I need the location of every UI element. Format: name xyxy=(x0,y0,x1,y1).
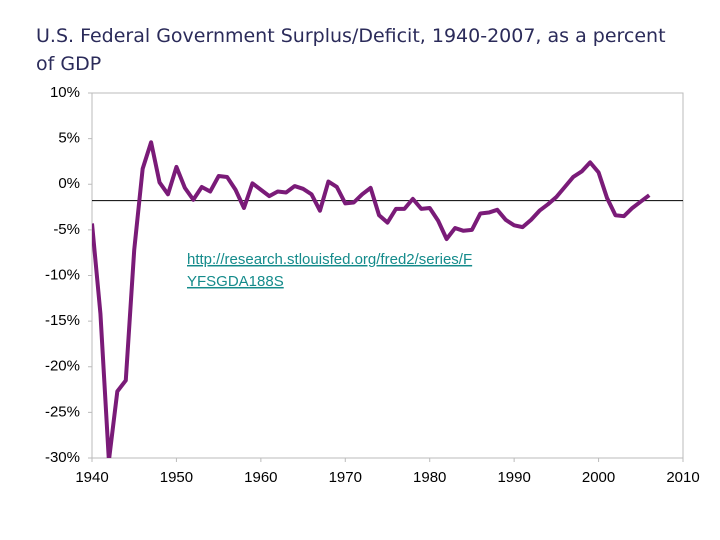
y-tick-label: 10% xyxy=(50,84,80,101)
x-tick-label: 1940 xyxy=(75,469,108,486)
x-tick-label: 1980 xyxy=(413,469,446,486)
x-tick-label: 1990 xyxy=(497,469,530,486)
annotation: http://research.stlouisfed.org/fred2/ser… xyxy=(187,251,472,268)
y-tick-label: 5% xyxy=(58,130,80,147)
plot-frame xyxy=(91,92,684,459)
chart-title: U.S. Federal Government Surplus/Deficit,… xyxy=(36,25,666,75)
y-tick-label: 0% xyxy=(58,175,80,192)
y-tick-label: -30% xyxy=(45,449,80,466)
x-tick-label: 1960 xyxy=(244,469,277,486)
annotation: YFSGDA188S xyxy=(187,273,284,290)
x-tick-label: 1970 xyxy=(329,469,362,486)
y-tick-label: -5% xyxy=(53,221,80,238)
y-tick-label: -15% xyxy=(45,312,80,329)
x-tick-label: 2000 xyxy=(582,469,615,486)
data-line xyxy=(92,140,651,458)
x-tick-label: 1950 xyxy=(160,469,193,486)
y-tick-label: -25% xyxy=(45,403,80,420)
y-tick-label: -20% xyxy=(45,358,80,375)
y-tick-label: -10% xyxy=(45,266,80,283)
x-tick-label: 2010 xyxy=(666,469,699,486)
